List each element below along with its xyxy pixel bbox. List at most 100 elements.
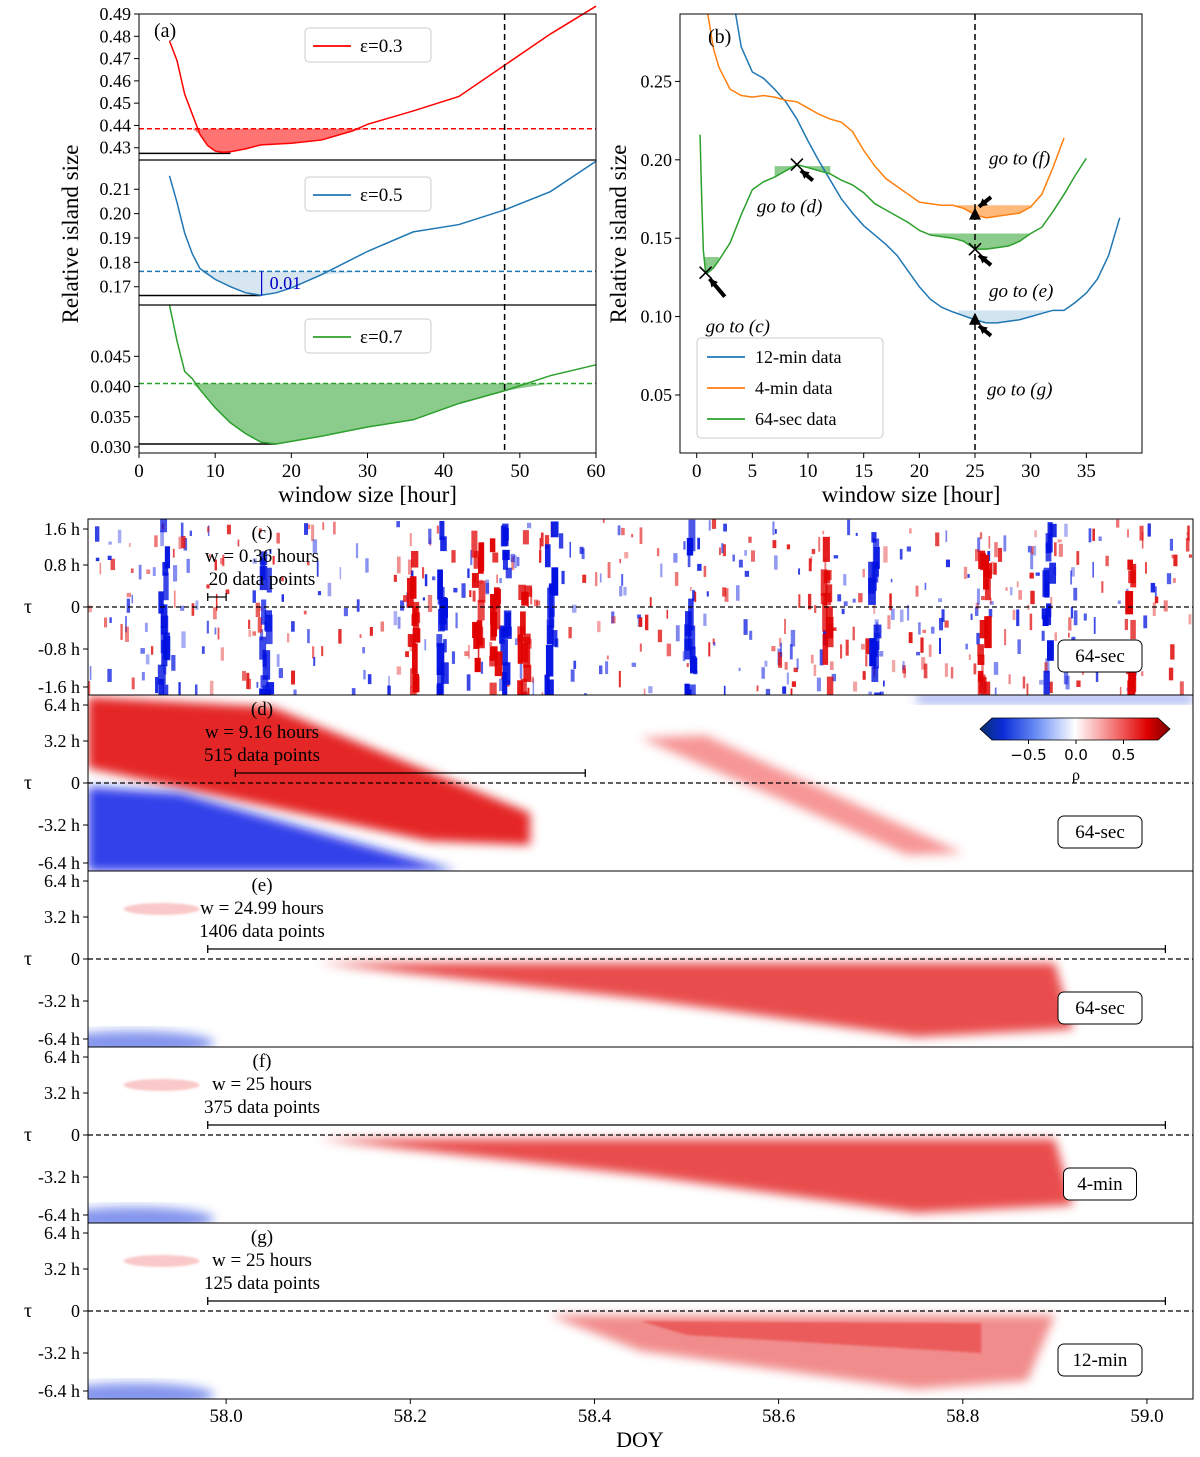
heatmap-cell <box>852 598 856 603</box>
y-tick-label: -0.8 h <box>38 639 80 659</box>
heatmap-cell <box>477 599 485 621</box>
heatmap-negative-band <box>88 1031 215 1047</box>
heatmap-positive-band <box>640 1321 982 1353</box>
heatmap-cell <box>220 558 224 565</box>
heatmap-cell <box>104 617 108 628</box>
heatmap-cell <box>440 662 449 684</box>
heatmap-cell <box>262 650 271 680</box>
heatmap-cell <box>1154 596 1159 604</box>
y-tick-label: 6.4 h <box>44 695 80 715</box>
heatmap-cell <box>819 649 824 666</box>
heatmap-cell <box>412 628 421 643</box>
panel-label: (c) <box>251 523 272 544</box>
heatmap-cell <box>644 614 649 631</box>
heatmap-cell <box>970 613 973 620</box>
heatmap-cell <box>432 576 436 581</box>
heatmap-cell <box>1185 537 1190 552</box>
heatmap-cell <box>178 682 181 695</box>
heatmap-cell <box>126 592 132 598</box>
heatmap-cell <box>256 681 259 688</box>
heatmap-cell <box>217 627 220 640</box>
heatmap-cell <box>1076 551 1080 565</box>
heatmap-cell <box>703 565 707 577</box>
heatmap-cell <box>761 667 765 679</box>
heatmap-cell <box>154 535 158 548</box>
heatmap-cell <box>222 554 225 567</box>
heatmap-cell <box>510 553 516 563</box>
heatmap-cell <box>99 562 102 575</box>
heatmap-cell <box>1004 629 1007 646</box>
heatmap-cell <box>474 657 481 673</box>
heatmap-cell <box>95 557 100 562</box>
x-axis-label: window size [hour] <box>822 482 1001 507</box>
heatmap-cell <box>683 541 686 550</box>
annotation-label: 0.01 <box>270 273 302 293</box>
heatmap-cell <box>489 538 496 553</box>
y-tick-label: -6.4 h <box>38 853 80 873</box>
heatmap-cell <box>873 603 876 614</box>
heatmap-cell <box>173 590 176 608</box>
heatmap-cell <box>180 522 184 537</box>
y-tick-label: 0.035 <box>91 407 132 427</box>
heatmap-negative-band <box>88 1207 215 1223</box>
heatmap-cell <box>272 556 275 565</box>
heatmap-cell <box>862 671 866 680</box>
heatmap-cell <box>772 540 777 549</box>
heatmap-cell <box>1154 586 1157 597</box>
heatmap-cell <box>1127 559 1133 570</box>
heatmap-cell <box>540 532 544 547</box>
heatmap-cell <box>362 647 365 654</box>
heatmap-cell <box>1083 613 1087 621</box>
heatmap-cell <box>225 589 230 595</box>
heatmap-cell <box>692 590 695 601</box>
heatmap-cell <box>291 621 295 632</box>
panel-b: go to (c) go to (d) go to (e) go to (f) go t… <box>606 13 1143 507</box>
y-tick-label: 0.44 <box>100 115 132 135</box>
heatmap-cell <box>1116 519 1120 528</box>
heatmap-cell <box>252 590 256 603</box>
heatmap-cell <box>437 569 443 600</box>
heatmap-cell <box>1047 522 1053 553</box>
heatmap-cell <box>338 629 342 644</box>
heatmap-cell <box>687 554 691 568</box>
heatmap-cell <box>468 644 470 659</box>
heatmap-cell <box>891 659 896 673</box>
y-tick-label: 0.20 <box>100 204 132 224</box>
legend-box <box>696 337 884 439</box>
heatmap-cell <box>1179 681 1184 695</box>
arrow-head <box>979 198 988 207</box>
y-tick-label: 0.43 <box>100 138 132 158</box>
heatmap-cell <box>1049 681 1053 693</box>
resolution-badge <box>1057 815 1143 849</box>
heatmap-cell <box>868 561 876 594</box>
heatmap-cell <box>237 539 240 547</box>
heatmap-cell <box>1005 587 1008 591</box>
heatmap-cell <box>437 668 445 695</box>
marker-annotation: go to (g) <box>987 380 1052 401</box>
heatmap-cell <box>684 683 690 695</box>
heatmap-panel-f: 6.4 h 3.2 h 0 -3.2 h -6.4 h τ (f) w = 25 hours3… <box>24 1046 1194 1225</box>
heatmap-cell <box>976 632 980 645</box>
heatmap-cell <box>621 527 625 536</box>
series-line <box>734 14 1121 324</box>
heatmap-cell <box>393 611 398 626</box>
heatmap-cell <box>1171 554 1174 559</box>
heatmap-cell <box>865 638 870 655</box>
series-line <box>168 304 597 445</box>
heatmap-cell <box>547 587 554 620</box>
heatmap-cell <box>967 574 970 578</box>
heatmap-cell <box>526 522 532 529</box>
y-axis-label: τ <box>24 948 32 970</box>
y-tick-label: 0.21 <box>100 179 132 199</box>
heatmap-cell <box>974 606 979 616</box>
resolution-badge-label: 64-sec <box>1075 998 1125 1019</box>
heatmap-cell <box>317 591 322 596</box>
y-axis-label: τ <box>24 1124 32 1146</box>
heatmap-cell <box>619 558 622 564</box>
heatmap-cell <box>172 548 175 558</box>
heatmap-cell <box>1129 667 1136 683</box>
heatmap-cell <box>786 544 791 550</box>
heatmap-cell <box>412 676 420 693</box>
heatmap-cell <box>1043 567 1050 596</box>
heatmap-cell <box>517 634 523 664</box>
